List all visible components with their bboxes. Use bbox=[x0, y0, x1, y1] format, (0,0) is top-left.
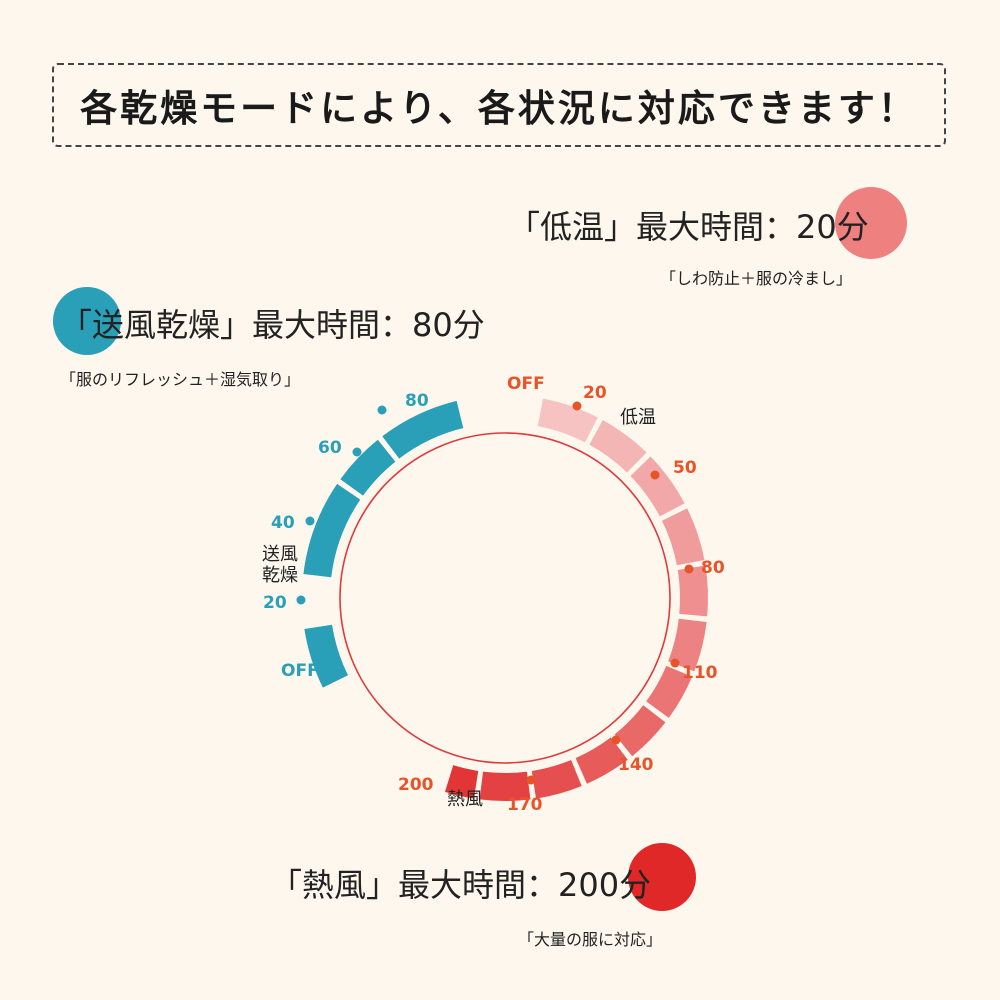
dial-label-air-dry-1: 送風 bbox=[262, 544, 298, 565]
warm-segment-7 bbox=[614, 705, 666, 757]
tick-dot-2 bbox=[684, 564, 694, 574]
hot-air-highlight-circle bbox=[628, 843, 696, 911]
air-dry-subtitle: 「服のリフレッシュ＋湿気取り」 bbox=[60, 370, 301, 389]
warm-tick-label-1: 20 bbox=[583, 383, 607, 403]
warm-segment-1 bbox=[589, 420, 647, 473]
tick-dot-0 bbox=[572, 401, 582, 411]
tick-dots bbox=[296, 401, 694, 785]
air-dry-title: 「送風乾燥」最大時間：80分 bbox=[60, 306, 485, 344]
air-tick-label-4: 80 bbox=[405, 391, 429, 411]
warm-tick-label-7: 200 bbox=[398, 775, 434, 795]
air-dry-segment-3 bbox=[340, 439, 396, 496]
warm-tick-label-2: 50 bbox=[673, 458, 697, 478]
warm-segment-11 bbox=[444, 765, 479, 799]
hot-air-title: 「熱風」最大時間：200分 bbox=[270, 866, 652, 904]
banner-title: 各乾燥モードにより、各状況に対応できます！ bbox=[80, 87, 918, 130]
dial-label-low-temp: 低温 bbox=[620, 407, 656, 428]
warm-segment-6 bbox=[646, 665, 693, 718]
tick-dot-8 bbox=[305, 516, 315, 526]
air-dry-segment-0 bbox=[304, 624, 348, 688]
air-tick-label-0: OFF bbox=[281, 661, 319, 681]
low-temp-subtitle: 「しわ防止＋服の冷まし」 bbox=[660, 269, 853, 288]
tick-dot-4 bbox=[611, 735, 621, 745]
low-temp-highlight-circle bbox=[835, 187, 907, 259]
warm-tick-label-6: 170 bbox=[507, 795, 543, 815]
warm-segment-9 bbox=[531, 760, 582, 799]
mode-banner: 各乾燥モードにより、各状況に対応できます！ bbox=[52, 63, 946, 147]
warm-segment-8 bbox=[575, 737, 628, 784]
air-dry-segments bbox=[303, 400, 464, 688]
warm-tick-label-4: 110 bbox=[682, 663, 718, 683]
tick-dot-1 bbox=[650, 470, 660, 480]
warm-tick-label-0: OFF bbox=[507, 374, 545, 394]
air-dry-highlight-circle bbox=[53, 287, 121, 355]
warm-segment-0 bbox=[537, 398, 598, 443]
tick-dot-7 bbox=[352, 447, 362, 457]
air-tick-label-1: 20 bbox=[263, 593, 287, 613]
warm-tick-label-5: 140 bbox=[618, 755, 654, 775]
hot-air-subtitle: 「大量の服に対応」 bbox=[518, 930, 663, 949]
dial-label-hot-air: 熱風 bbox=[447, 789, 483, 810]
low-temp-title: 「低温」最大時間：20分 bbox=[508, 208, 869, 246]
warm-segment-2 bbox=[630, 456, 685, 517]
warm-segment-4 bbox=[677, 565, 708, 617]
air-dry-segment-2 bbox=[303, 483, 361, 578]
tick-dot-9 bbox=[296, 595, 306, 605]
tick-dot-6 bbox=[377, 405, 387, 415]
tick-dot-5 bbox=[526, 775, 536, 785]
warm-segment-10 bbox=[479, 771, 531, 801]
dial-label-air-dry-2: 乾燥 bbox=[262, 565, 298, 586]
warm-tick-label-3: 80 bbox=[701, 558, 725, 578]
air-tick-label-3: 60 bbox=[318, 438, 342, 458]
air-dry-segment-4 bbox=[382, 400, 464, 459]
warm-segments bbox=[444, 398, 708, 801]
warm-segment-3 bbox=[662, 508, 705, 566]
dial-inner-ring bbox=[339, 432, 671, 764]
warm-segment-5 bbox=[668, 618, 707, 672]
air-tick-label-2: 40 bbox=[271, 513, 295, 533]
tick-dot-3 bbox=[670, 658, 680, 668]
tick-labels: OFF 20 50 80 110 140 170 200 OFF 20 40 60 80 bbox=[263, 374, 725, 815]
